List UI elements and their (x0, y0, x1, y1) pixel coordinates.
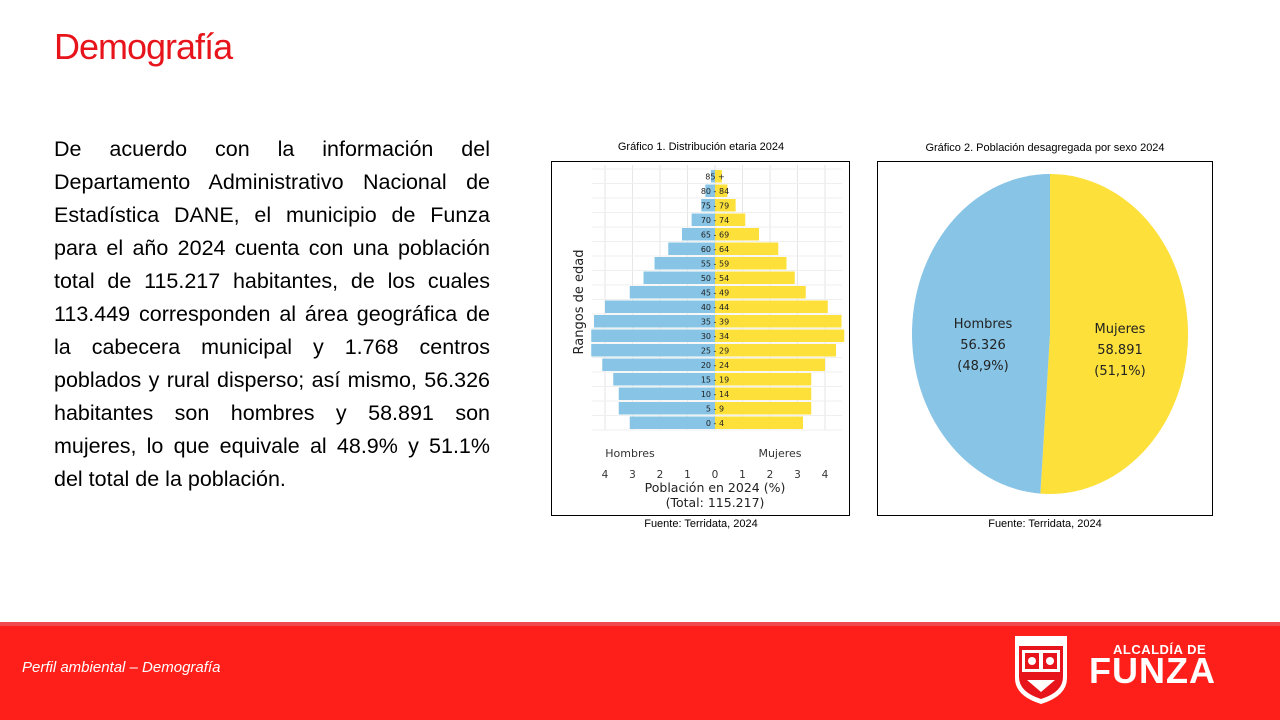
pie-value-mujeres: 58.891 (1097, 343, 1143, 358)
pie-slice-hombres (912, 174, 1050, 494)
pyramid-x-tick: 1 (684, 469, 691, 481)
pyramid-age-label: 75 - 79 (701, 202, 729, 211)
pie-percent-hombres: (48,9%) (957, 359, 1008, 374)
pyramid-bar-hombres (618, 387, 715, 400)
pyramid-bar-hombres (701, 199, 715, 212)
pyramid-age-label: 65 - 69 (701, 231, 729, 240)
pyramid-bar-hombres (643, 271, 715, 284)
pyramid-x-tick: 3 (794, 469, 801, 481)
pyramid-age-label: 5 - 9 (706, 405, 724, 414)
pyramid-bar-hombres (618, 402, 715, 415)
chart1-caption: Gráfico 1. Distribución etaria 2024 (617, 141, 785, 153)
pyramid-bar-hombres (594, 315, 715, 328)
pyramid-y-axis-label: Rangos de edad (572, 250, 587, 355)
pie-percent-mujeres: (51,1%) (1094, 364, 1145, 379)
pyramid-bar-hombres (691, 213, 715, 226)
pyramid-age-label: 60 - 64 (701, 245, 729, 254)
pyramid-age-label: 35 - 39 (701, 318, 729, 327)
pie-label-mujeres: Mujeres (1095, 322, 1146, 337)
pyramid-bar-mujeres (715, 329, 845, 342)
pyramid-age-label: 0 - 4 (706, 419, 724, 428)
body-paragraph: De acuerdo con la información del Depart… (54, 137, 490, 491)
pyramid-age-label: 55 - 59 (701, 260, 729, 269)
pyramid-bar-hombres (629, 286, 715, 299)
pyramid-age-label: 15 - 19 (701, 376, 729, 385)
chart1-source: Fuente: Terridata, 2024 (644, 518, 758, 530)
pyramid-age-label: 45 - 49 (701, 289, 729, 298)
pyramid-age-label: 10 - 14 (701, 390, 729, 399)
chart2-source: Fuente: Terridata, 2024 (988, 518, 1102, 530)
pyramid-bar-mujeres (715, 170, 722, 183)
pyramid-bar-mujeres (715, 271, 795, 284)
pyramid-bar-hombres (682, 228, 715, 241)
pyramid-age-label: 40 - 44 (701, 303, 729, 312)
pie-label-hombres: Hombres (954, 317, 1013, 332)
pyramid-bar-mujeres (715, 416, 803, 429)
pyramid-x-tick: 3 (629, 469, 636, 481)
pyramid-x-tick: 4 (602, 469, 609, 481)
pyramid-total-note: (Total: 115.217) (666, 495, 765, 510)
municipal-shield-icon (1015, 636, 1067, 704)
pyramid-bar-hombres (605, 300, 715, 313)
pyramid-bar-mujeres (715, 373, 812, 386)
pyramid-age-label: 25 - 29 (701, 347, 729, 356)
pyramid-x-tick: 2 (767, 469, 774, 481)
brand-line-2: FUNZA (1089, 650, 1216, 691)
pie-slice-mujeres (1040, 174, 1189, 494)
pyramid-bar-hombres (602, 358, 715, 371)
pyramid-x-tick: 1 (739, 469, 746, 481)
brand-line-1: ALCALDÍA DE (1113, 642, 1207, 657)
pyramid-bar-mujeres (715, 300, 828, 313)
chart2-caption: Gráfico 2. Población desagregada por sex… (925, 142, 1165, 154)
pie-svg: Hombres 56.326 (48,9%) Mujeres 58.891 (5… (912, 174, 1189, 494)
pyramid-bar-mujeres (715, 387, 812, 400)
pyramid-bar-mujeres (715, 199, 736, 212)
pyramid-age-label: 50 - 54 (701, 274, 729, 283)
pyramid-bar-hombres (591, 329, 715, 342)
pyramid-bar-mujeres (715, 402, 812, 415)
pyramid-x-axis-label: Población en 2024 (%) (645, 480, 786, 495)
pyramid-bar-mujeres (715, 315, 842, 328)
pyramid-bar-mujeres (715, 228, 759, 241)
pyramid-bar-mujeres (715, 286, 806, 299)
pyramid-age-label: 20 - 24 (701, 361, 729, 370)
pyramid-age-label: 85 + (705, 173, 724, 182)
pyramid-bar-mujeres (715, 213, 746, 226)
pyramid-bar-mujeres (715, 184, 728, 197)
pyramid-bar-hombres (613, 373, 715, 386)
pyramid-x-tick: 2 (657, 469, 664, 481)
pyramid-bar-hombres (668, 242, 715, 255)
sex-pie-chart: Hombres 56.326 (48,9%) Mujeres 58.891 (5… (877, 161, 1213, 516)
pyramid-bar-hombres (629, 416, 715, 429)
pyramid-x-tick: 4 (822, 469, 829, 481)
pyramid-bar-mujeres (715, 242, 779, 255)
pyramid-bar-mujeres (715, 257, 787, 270)
legend-mujeres: Mujeres (758, 447, 801, 460)
pyramid-bar-hombres (705, 184, 715, 197)
pyramid-age-label: 70 - 74 (701, 216, 729, 225)
pyramid-age-label: 30 - 34 (701, 332, 729, 341)
footer-bar: Perfil ambiental – Demografía ALCALDÍA D… (0, 622, 1280, 720)
pyramid-age-label: 80 - 84 (701, 187, 729, 196)
pie-value-hombres: 56.326 (960, 338, 1006, 353)
pyramid-bar-hombres (710, 170, 715, 183)
legend-hombres: Hombres (605, 447, 655, 460)
pyramid-bar-hombres (591, 344, 715, 357)
pyramid-bar-mujeres (715, 358, 825, 371)
pyramid-bar-mujeres (715, 344, 836, 357)
footer-text: Perfil ambiental – Demografía (22, 659, 221, 676)
pyramid-x-tick: 0 (712, 469, 719, 481)
pyramid-bar-hombres (654, 257, 715, 270)
slide-title: Demografía (54, 26, 233, 67)
